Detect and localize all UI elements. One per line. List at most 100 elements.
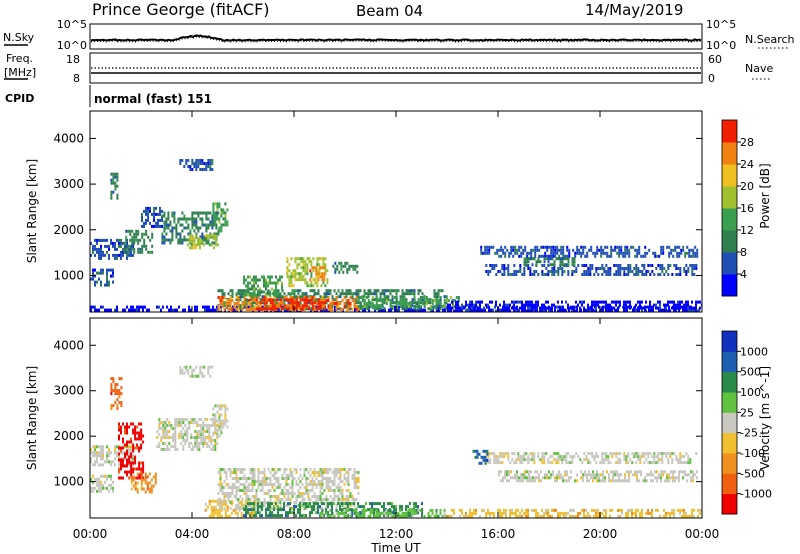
echo-cell	[136, 308, 138, 312]
echo-cell	[435, 508, 438, 512]
echo-cell	[297, 511, 299, 515]
echo-cell	[413, 305, 416, 308]
echo-cell	[235, 471, 238, 474]
echo-cell	[257, 477, 260, 480]
echo-cell	[125, 244, 128, 248]
echo-cell	[140, 478, 143, 482]
echo-cell	[265, 307, 268, 311]
echo-cell	[391, 505, 393, 509]
echo-cell	[175, 229, 178, 233]
echo-cell	[670, 251, 673, 255]
echo-cell	[267, 492, 270, 495]
echo-cell	[316, 281, 319, 285]
echo-cell	[190, 240, 193, 244]
echo-cell	[193, 165, 196, 168]
echo-cell	[210, 243, 213, 247]
echo-cell	[120, 386, 123, 390]
echo-cell	[218, 508, 221, 512]
echo-cell	[326, 269, 329, 273]
echo-cell	[177, 217, 180, 221]
echo-cell	[495, 273, 498, 276]
echo-cell	[381, 505, 383, 509]
echo-cell	[501, 511, 503, 515]
echo-cell	[209, 165, 212, 168]
echo-cell	[136, 425, 139, 429]
echo-cell	[253, 308, 256, 311]
echo-cell	[305, 486, 308, 489]
echo-cell	[413, 307, 416, 311]
echo-cell	[259, 298, 262, 302]
echo-cell	[629, 264, 632, 267]
echo-cell	[619, 303, 621, 307]
echo-cell	[647, 511, 649, 515]
echo-cell	[551, 263, 554, 267]
echo-cell	[118, 448, 120, 452]
echo-cell	[447, 303, 449, 307]
echo-cell	[147, 215, 149, 219]
echo-cell	[649, 303, 651, 307]
echo-cell	[283, 468, 286, 471]
echo-cell	[212, 431, 215, 435]
echo-cell	[214, 448, 217, 451]
echo-cell	[251, 471, 254, 474]
echo-cell	[629, 458, 632, 462]
echo-cell	[689, 458, 692, 462]
echo-cell	[306, 269, 309, 273]
echo-cell	[208, 427, 211, 430]
echo-cell	[209, 223, 212, 227]
echo-cell	[413, 505, 415, 509]
echo-cell	[226, 223, 229, 227]
echo-cell	[344, 261, 347, 265]
echo-cell	[197, 214, 200, 218]
echo-cell	[318, 263, 321, 267]
echo-cell	[319, 498, 322, 501]
echo-cell	[245, 495, 248, 498]
echo-cell	[237, 498, 240, 501]
echo-cell	[371, 511, 373, 515]
echo-cell	[405, 508, 407, 512]
echo-cell	[205, 229, 208, 233]
echo-cell	[535, 270, 538, 273]
echo-cell	[223, 301, 226, 305]
echo-cell	[193, 162, 196, 165]
echo-cell	[327, 486, 330, 489]
echo-cell	[212, 433, 215, 436]
echo-cell	[663, 267, 666, 270]
echo-cell	[200, 436, 203, 439]
echo-cell	[489, 514, 491, 518]
echo-cell	[653, 455, 656, 459]
echo-cell	[253, 293, 255, 297]
echo-cell	[611, 306, 613, 310]
echo-cell	[617, 270, 620, 273]
echo-cell	[243, 275, 245, 279]
echo-cell	[347, 480, 350, 483]
echo-cell	[626, 245, 629, 249]
echo-cell	[565, 309, 567, 312]
echo-cell	[253, 281, 255, 285]
echo-cell	[210, 442, 213, 445]
echo-cell	[142, 305, 144, 309]
echo-cell	[102, 486, 104, 490]
echo-cell	[154, 472, 157, 476]
echo-cell	[319, 266, 322, 270]
echo-cell	[249, 471, 252, 474]
echo-cell	[555, 458, 558, 462]
echo-cell	[347, 474, 350, 477]
echo-cell	[275, 471, 278, 474]
echo-cell	[389, 292, 392, 296]
echo-cell	[319, 299, 322, 302]
echo-cell	[124, 425, 126, 429]
echo-cell	[192, 246, 195, 250]
nsky-trace	[90, 34, 702, 42]
echo-cell	[163, 220, 166, 224]
echo-cell	[351, 299, 354, 302]
echo-cell	[317, 304, 320, 308]
echo-cell	[128, 448, 130, 452]
echo-cell	[695, 452, 698, 456]
echo-cell	[565, 514, 567, 518]
echo-cell	[134, 487, 137, 491]
echo-cell	[329, 477, 332, 480]
echo-cell	[333, 468, 336, 471]
echo-cell	[585, 264, 588, 267]
echo-cell	[269, 471, 272, 474]
